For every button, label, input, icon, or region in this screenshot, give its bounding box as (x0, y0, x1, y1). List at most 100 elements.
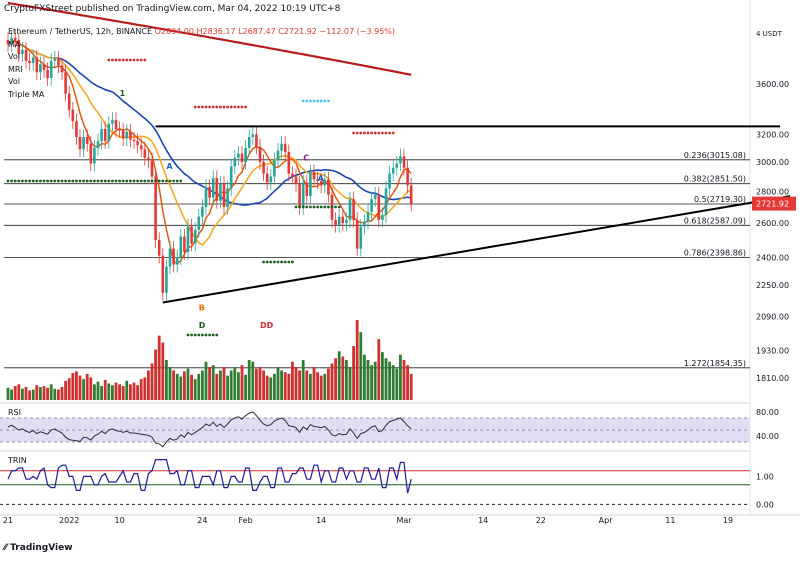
candle-body (298, 183, 301, 208)
volume-bar (121, 386, 125, 400)
volume-bar (6, 387, 10, 400)
indicator-vol[interactable]: Vol (8, 52, 20, 61)
volume-bar (337, 351, 341, 400)
candle-body (316, 179, 319, 181)
candle-body (28, 60, 31, 64)
candle-body (57, 58, 60, 66)
volume-bar (406, 365, 409, 400)
candle-body (35, 57, 39, 73)
signal-dot (121, 179, 125, 183)
candle-body (341, 216, 345, 224)
volume-bar (21, 388, 24, 400)
candle-body (21, 49, 24, 55)
volume-bar (273, 373, 276, 400)
candle-body (334, 219, 337, 225)
signal-dot (129, 179, 132, 183)
signal-dot (67, 179, 71, 183)
volume-bar (67, 378, 71, 400)
volume-bar (165, 360, 168, 400)
volume-bar (359, 332, 363, 400)
volume-bar (309, 373, 312, 400)
candle-body (355, 219, 359, 249)
candle-body (89, 143, 93, 164)
candle-body (229, 166, 233, 189)
candle-body (388, 173, 391, 189)
candle-body (352, 199, 355, 220)
candle-body (67, 93, 71, 110)
volume-bar (24, 386, 28, 400)
volume-bar (269, 377, 273, 400)
signal-dot (269, 260, 273, 264)
candle-body (143, 149, 147, 158)
signal-dot (391, 131, 395, 135)
volume-bar (294, 366, 298, 400)
signal-dot (6, 179, 10, 183)
candle-body (283, 143, 287, 153)
time-tick-label: 10 (115, 516, 125, 525)
signal-dot (193, 333, 197, 337)
signal-dot (366, 131, 370, 135)
signal-dot (240, 105, 244, 109)
signal-dot (143, 58, 147, 62)
candle-body (147, 157, 150, 161)
candle-body (211, 177, 215, 198)
signal-dot (71, 179, 75, 183)
chart-legend[interactable]: Ethereum / TetherUS, 12h, BINANCE O2834.… (8, 26, 395, 101)
candle-body (406, 167, 409, 186)
candle-body (265, 173, 269, 183)
candle-body (78, 137, 82, 150)
signal-dot (384, 131, 388, 135)
signal-dot (244, 105, 248, 109)
signal-dot (107, 58, 111, 62)
indicator-mri[interactable]: MRI (8, 64, 23, 74)
legend-symbol-row[interactable]: Ethereum / TetherUS, 12h, BINANCE O2834.… (8, 26, 395, 39)
fib-level-label: 0.382(2851.50) (684, 175, 746, 184)
volume-bar (42, 386, 46, 400)
volume-bar (10, 389, 13, 400)
candle-body (179, 236, 183, 258)
signal-dot (78, 179, 82, 183)
candle-body (280, 143, 283, 151)
signal-dot (330, 205, 334, 209)
volume-bar (334, 358, 337, 400)
volume-bar (96, 381, 100, 400)
indicator-ma[interactable]: MA (8, 39, 21, 49)
volume-bar (186, 368, 190, 400)
signal-dot (237, 105, 240, 109)
volume-bar (111, 385, 114, 400)
volume-bar (39, 386, 42, 400)
signal-dot (129, 58, 132, 62)
volume-bar (384, 358, 388, 400)
volume-bar (323, 373, 327, 400)
signal-dot (208, 105, 212, 109)
volume-bar (381, 352, 384, 400)
signal-dot (273, 260, 276, 264)
volume-bar (204, 361, 208, 400)
signal-dot (89, 179, 93, 183)
signal-dot (363, 131, 366, 135)
candle-body (71, 109, 75, 122)
signal-dot (377, 131, 381, 135)
volume-bar (157, 335, 161, 400)
last-price-tag (752, 196, 796, 211)
volume-bar (222, 366, 226, 400)
candle-body (100, 129, 103, 142)
tradingview-logo[interactable]: ⁄⁄ TradingView (4, 543, 73, 553)
volume-bar (93, 384, 96, 400)
volume-bar (139, 379, 143, 400)
volume-bar (341, 356, 345, 400)
signal-dot (222, 105, 226, 109)
candle-body (121, 130, 125, 139)
indicator-vol-2[interactable]: Vol (8, 77, 20, 86)
indicator-triple-ma[interactable]: Triple MA (8, 89, 45, 99)
currency-label: 4 USDT (756, 30, 783, 38)
candle-body (93, 147, 96, 164)
candle-body (305, 182, 309, 197)
candle-body (222, 183, 226, 208)
volume-bar (49, 384, 53, 400)
signal-dot (82, 179, 85, 183)
candle-body (42, 64, 46, 70)
rsi-line (7, 411, 412, 448)
volume-bar (125, 380, 129, 400)
candle-body (201, 207, 204, 217)
